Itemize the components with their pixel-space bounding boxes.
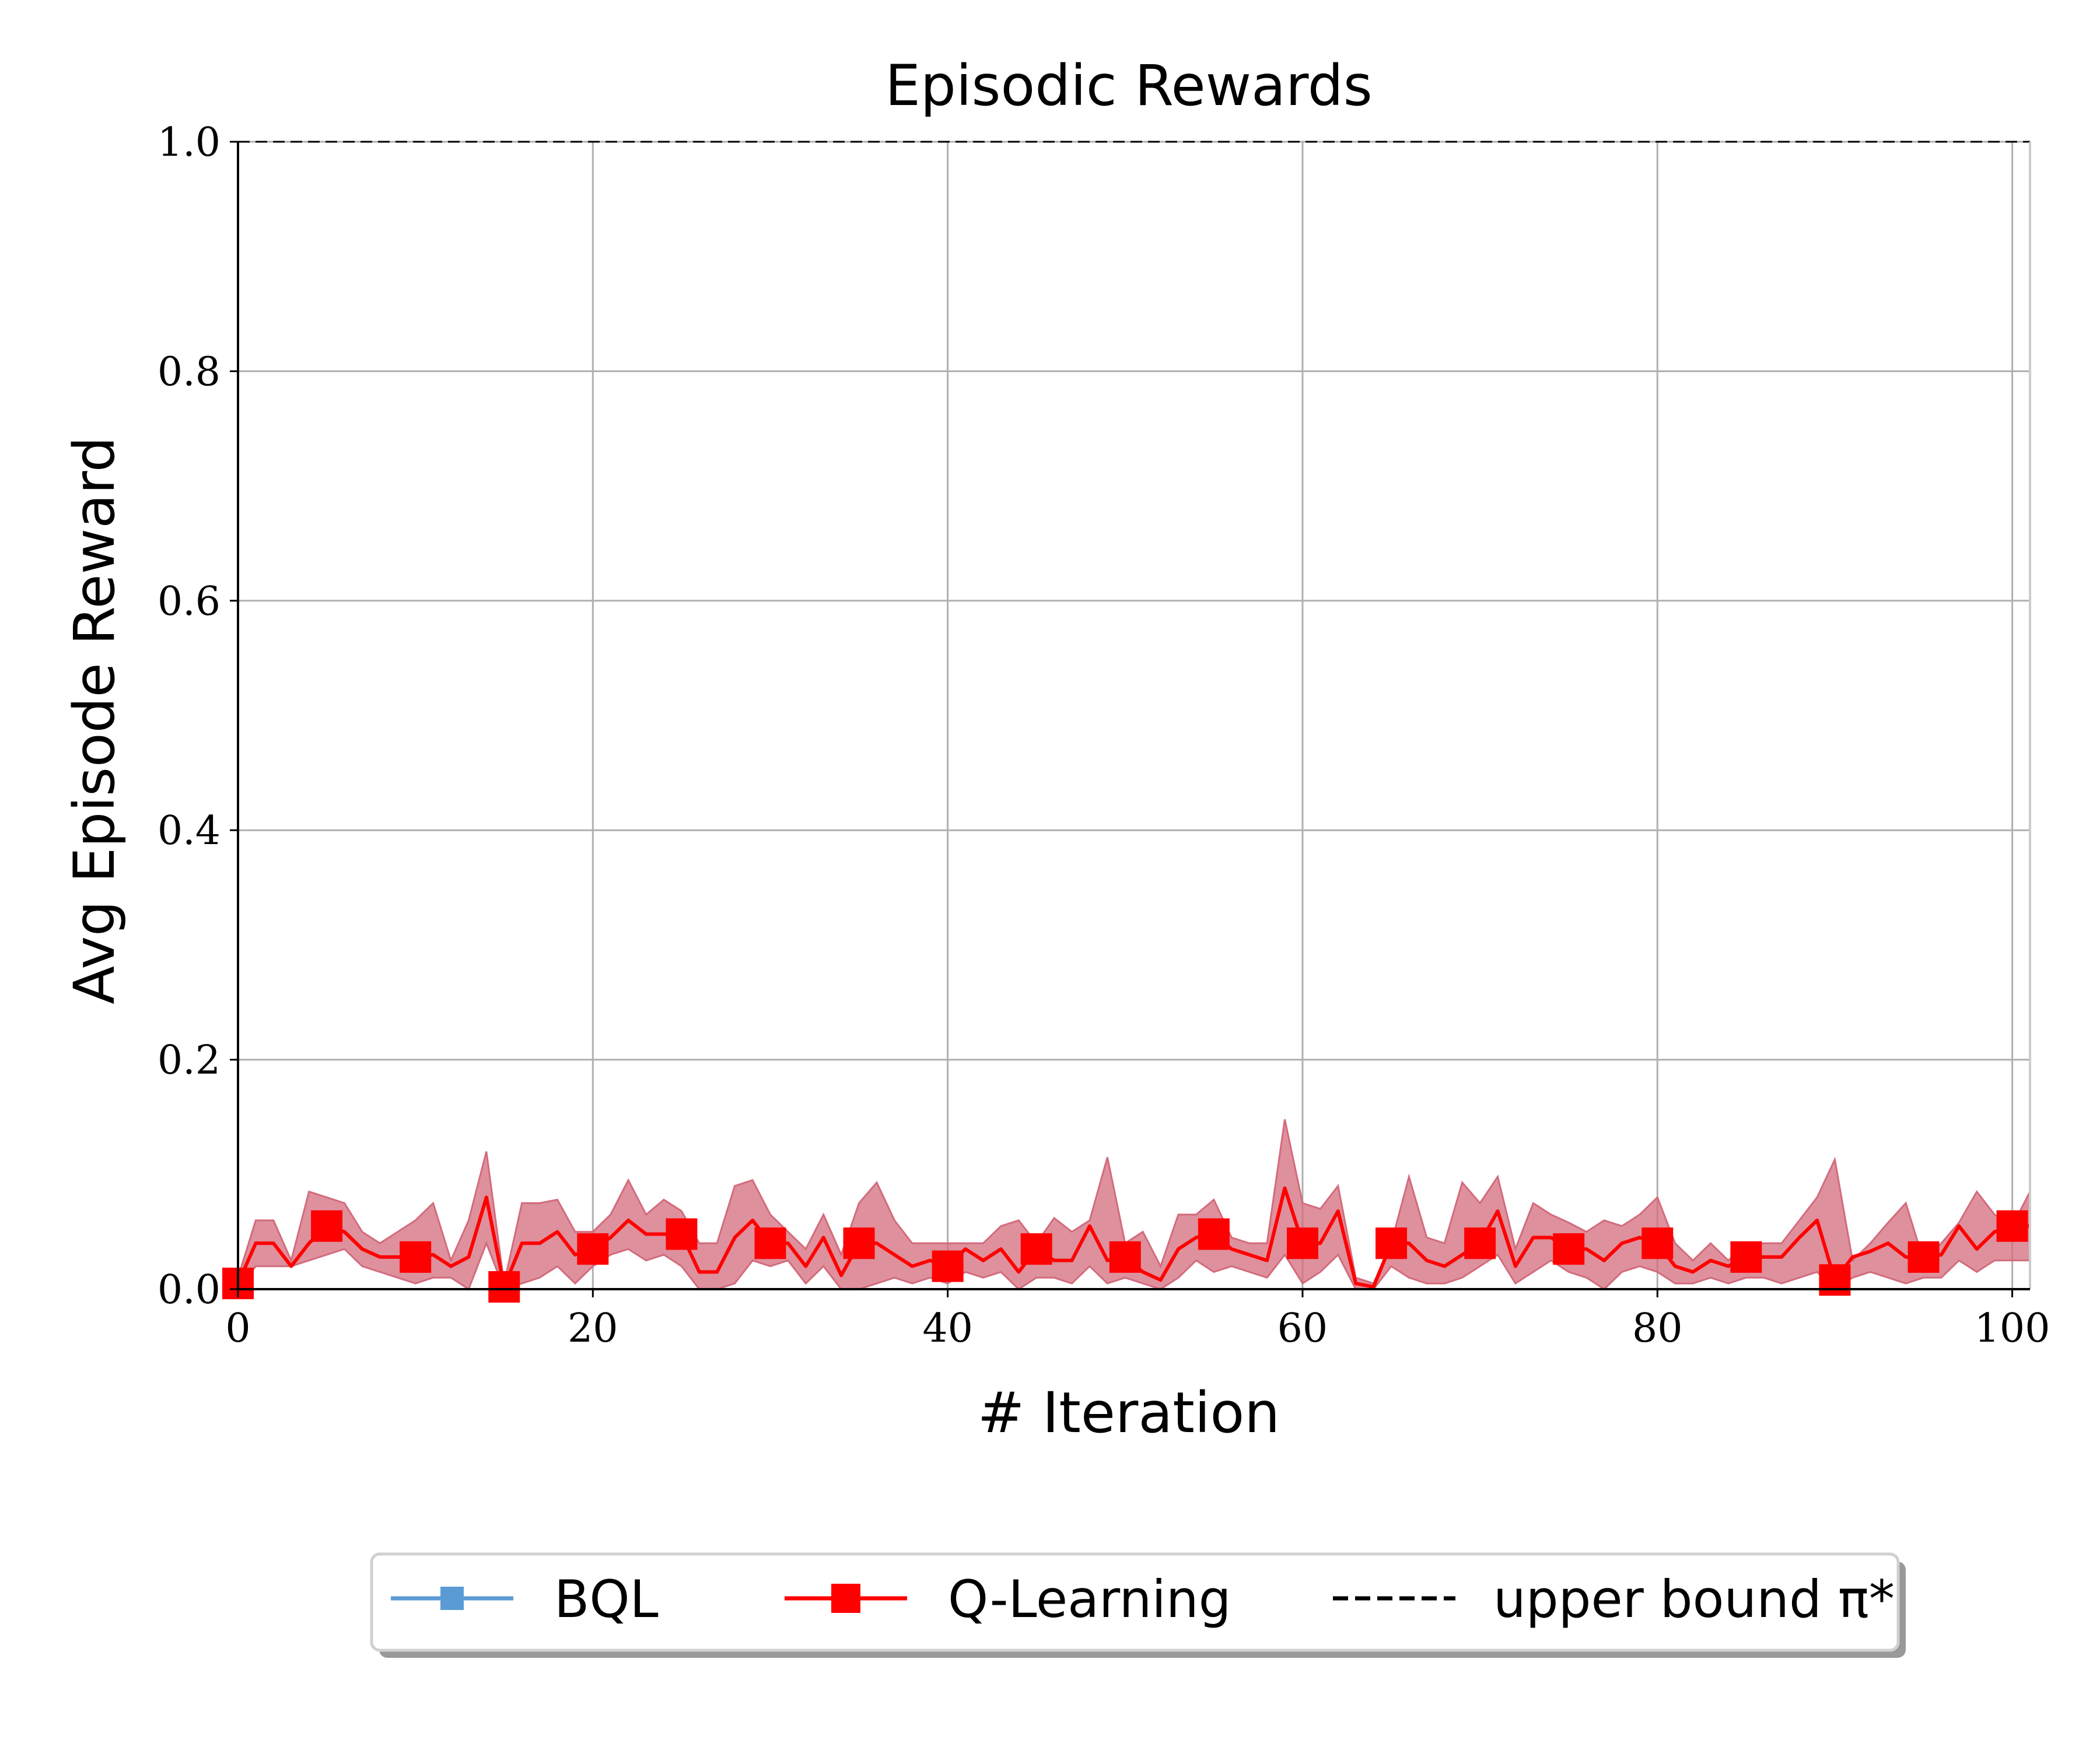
legend-bql-label: BQL — [554, 1569, 659, 1629]
q-learning-marker — [1376, 1227, 1408, 1259]
q-learning-marker — [311, 1210, 343, 1242]
axes — [230, 141, 2031, 1297]
q-learning-marker — [1553, 1233, 1585, 1265]
q-learning-marker — [1109, 1241, 1141, 1273]
q-learning-marker — [1020, 1233, 1052, 1265]
q-learning-marker — [577, 1233, 609, 1265]
x-tick-label: 40 — [922, 1306, 973, 1352]
y-tick-label: 0.2 — [158, 1038, 220, 1084]
x-tick-label: 0 — [225, 1306, 250, 1352]
y-axis-label: Avg Episode Reward — [62, 436, 127, 1004]
q-learning-marker — [666, 1218, 698, 1250]
q-learning-marker — [1642, 1227, 1674, 1259]
series-markers — [222, 1210, 2028, 1303]
q-learning-marker — [1819, 1264, 1851, 1296]
legend-item-bql: BQL — [391, 1569, 659, 1629]
legend-item-q-learning: Q-Learning — [785, 1569, 1231, 1629]
legend-bql-marker — [440, 1587, 464, 1610]
q-learning-marker — [1286, 1227, 1318, 1259]
legend-item-upper-bound: upper bound π* — [1333, 1569, 1895, 1629]
q-learning-marker — [754, 1227, 786, 1259]
chart-title: Episodic Rewards — [885, 53, 1372, 118]
y-tick-label: 1.0 — [158, 120, 220, 166]
y-tick-label: 0.6 — [158, 579, 220, 625]
x-tick-label: 20 — [568, 1306, 618, 1352]
y-tick-label: 0.4 — [158, 808, 220, 854]
q-learning-marker — [400, 1241, 432, 1273]
y-tick-label: 0.8 — [158, 349, 220, 395]
q-learning-marker — [932, 1250, 964, 1282]
tick-labels: 0 20 40 60 80 100 0.0 0.2 0.4 0.6 0.8 1.0 — [158, 120, 2050, 1352]
q-learning-marker — [1908, 1241, 1940, 1273]
q-learning-marker — [843, 1227, 875, 1259]
q-learning-marker — [1730, 1241, 1762, 1273]
legend: BQL Q-Learning upper bound π* — [370, 1552, 1906, 1658]
y-tick-label: 0.0 — [158, 1267, 220, 1313]
x-tick-label: 60 — [1278, 1306, 1328, 1352]
q-learning-marker — [1996, 1210, 2028, 1242]
q-learning-marker — [488, 1271, 520, 1303]
x-axis-label: # Iteration — [978, 1380, 1280, 1446]
x-tick-label: 80 — [1632, 1306, 1683, 1352]
q-learning-marker — [1198, 1218, 1230, 1250]
legend-q-learning-marker — [831, 1584, 860, 1613]
legend-upper-bound-label: upper bound π* — [1493, 1569, 1895, 1629]
legend-box — [370, 1552, 1900, 1652]
q-learning-marker — [1464, 1227, 1496, 1259]
legend-q-learning-label: Q-Learning — [948, 1569, 1231, 1629]
x-tick-label: 100 — [1975, 1306, 2050, 1352]
